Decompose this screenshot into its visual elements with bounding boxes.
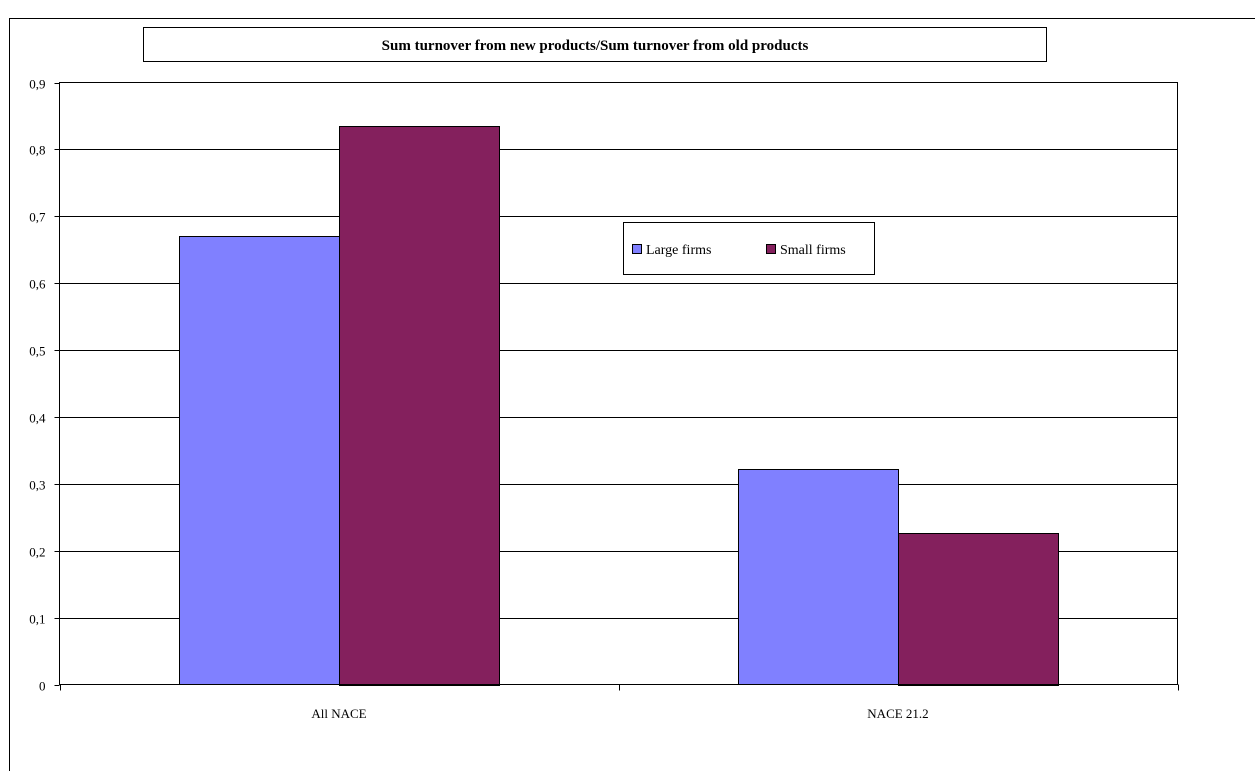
- y-tick-label: 0,2: [29, 545, 45, 560]
- bar-large-firms-nace-21-2: [738, 469, 899, 685]
- bar-small-firms-nace-21-2: [898, 533, 1059, 686]
- y-tick-labels: 0 0,1 0,2 0,3 0,4 0,5 0,6 0,7 0,8 0,9: [29, 77, 46, 694]
- y-tick-label: 0,8: [29, 143, 45, 158]
- chart-title: Sum turnover from new products/Sum turno…: [382, 38, 809, 54]
- x-tick-labels: All NACE NACE 21.2: [311, 706, 928, 721]
- bar-large-firms-all-nace: [179, 236, 340, 685]
- y-tick-label: 0,4: [29, 411, 46, 426]
- y-tick-label: 0,3: [29, 478, 45, 493]
- legend-swatch-large-firms: [632, 244, 642, 254]
- y-tick-label: 0,7: [29, 210, 46, 225]
- legend-box: [623, 222, 875, 275]
- y-tick-label: 0,5: [29, 344, 45, 359]
- legend-label-small-firms: Small firms: [780, 243, 846, 258]
- y-tick-label: 0,1: [29, 612, 45, 627]
- x-tick-label: NACE 21.2: [867, 706, 928, 721]
- x-tick-label: All NACE: [311, 706, 366, 721]
- axes: [54, 83, 1179, 691]
- legend-label-large-firms: Large firms: [646, 243, 711, 258]
- bar-small-firms-all-nace: [339, 126, 500, 686]
- legend-swatch-small-firms: [766, 244, 776, 254]
- legend: Large firms Small firms: [623, 222, 875, 275]
- bars: [179, 126, 1059, 686]
- y-tick-label: 0: [39, 679, 46, 694]
- chart-title-box: [143, 27, 1047, 62]
- y-tick-label: 0,6: [29, 277, 46, 292]
- y-tick-label: 0,9: [29, 77, 45, 92]
